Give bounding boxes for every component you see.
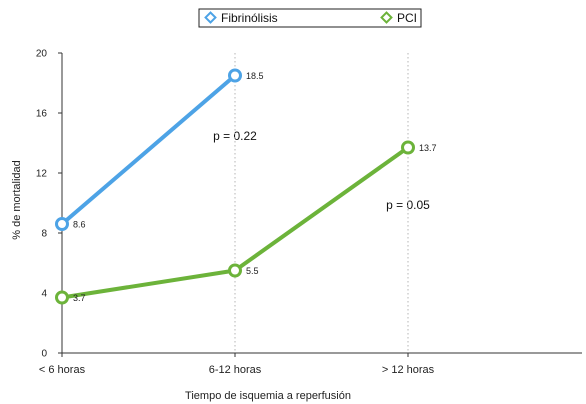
series-1-point-0 [55,290,69,305]
legend-item-fibrinolisis: Fibrinólisis [204,11,278,25]
series-1-data-label-1: 5.5 [246,266,259,276]
x-tick-label-1: 6-12 horas [209,364,262,376]
series-1-point-2 [401,140,415,155]
legend-marker-fibrinolisis [204,11,217,24]
y-axis-title: % de mortalidad [11,160,23,240]
axes: 0 4 8 12 16 20 < 6 horas 6-12 horas > 12 horas [36,49,582,376]
y-tick-label-8: 8 [41,229,47,240]
series-0-data-label-1: 18.5 [246,71,264,81]
legend: Fibrinólisis PCI [198,8,422,28]
x-tick-label-2: > 12 horas [382,364,435,376]
y-tick-label-0: 0 [41,349,47,360]
grid [61,53,409,353]
legend-marker-pci [380,11,393,24]
legend-item-pci: PCI [380,11,417,25]
y-tick-label-16: 16 [36,109,48,120]
legend-label-pci: PCI [397,11,417,25]
series-1-point-1 [228,263,242,278]
x-axis-title: Tiempo de isquemia a reperfusión [185,390,351,402]
p-value-annotation-fibrinolisis: p = 0.22 [213,129,257,143]
series-0-data-label-0: 8.6 [73,220,86,230]
series-1-data-label-0: 3.7 [73,293,86,303]
legend-box [198,8,422,28]
y-tick-label-12: 12 [36,169,48,180]
series-0-point-1 [228,68,242,83]
y-tick-label-4: 4 [41,289,47,300]
legend-label-fibrinolisis: Fibrinólisis [221,11,278,25]
series-group: 8.6 18.5 3.7 5.5 13.7 [55,68,437,305]
series-1-data-label-2: 13.7 [419,143,437,153]
x-tick-label-0: < 6 horas [39,364,86,376]
series-0-point-0 [55,217,69,231]
y-tick-label-20: 20 [36,49,48,60]
series-0-line [60,73,237,226]
